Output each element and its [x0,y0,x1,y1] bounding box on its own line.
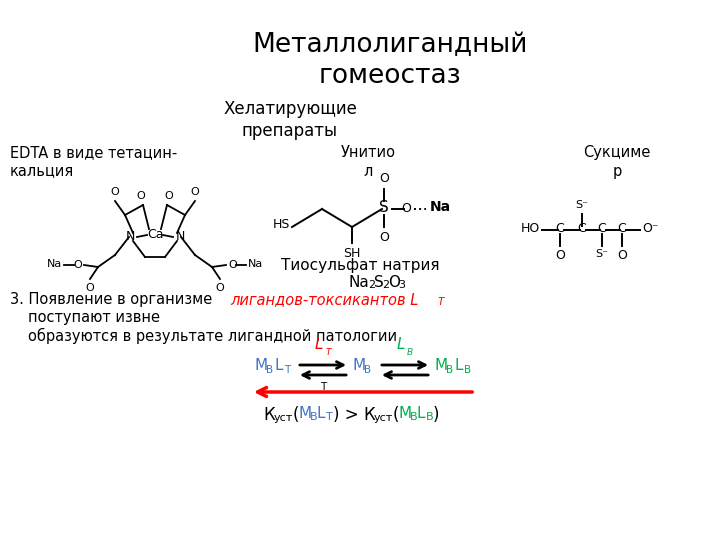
Text: M: M [435,359,448,374]
Text: Т: Т [284,365,290,375]
Text: 2: 2 [382,280,389,290]
Text: O: O [379,231,389,244]
Text: В: В [446,365,453,375]
Text: O: O [401,201,411,214]
Text: M: M [255,359,268,374]
Text: К: К [363,406,374,424]
Text: В: В [426,412,433,422]
Text: 2: 2 [368,280,375,290]
Text: Унитио
л: Унитио л [341,145,395,179]
Text: O: O [191,187,199,197]
Text: O: O [215,283,225,293]
Text: 3. Появление в организме: 3. Появление в организме [10,292,217,307]
Text: O: O [379,172,389,185]
Text: 3: 3 [398,280,405,290]
Text: O: O [73,260,82,270]
Text: C: C [577,222,586,235]
Text: N: N [125,231,135,244]
Text: N: N [175,231,185,244]
Text: O: O [165,191,174,201]
Text: (: ( [393,406,400,424]
Text: Ca: Ca [147,228,163,241]
Text: C: C [618,222,626,235]
Text: уст: уст [374,413,393,423]
Text: S: S [379,199,389,214]
Text: L: L [417,406,426,421]
Text: O: O [137,191,145,201]
Text: ) >: ) > [333,406,364,424]
Text: C: C [556,222,564,235]
Text: уст: уст [274,413,293,423]
Text: лигандов-токсикантов L: лигандов-токсикантов L [230,292,418,307]
Text: L: L [315,337,323,352]
Text: Т: Т [320,382,326,392]
Text: M: M [399,406,412,421]
Text: M: M [353,359,366,374]
Text: Хелатирующие
препараты: Хелатирующие препараты [223,100,357,140]
Text: Na: Na [430,200,451,214]
Text: T: T [325,348,330,357]
Text: Na: Na [47,259,62,269]
Text: S⁻: S⁻ [595,249,608,259]
Text: SH: SH [343,247,361,260]
Text: В: В [407,348,413,357]
Text: Na: Na [248,259,264,269]
Text: Тиосульфат натрия: Тиосульфат натрия [281,258,439,273]
Text: Na: Na [348,275,369,290]
Text: T: T [438,297,444,307]
Text: O: O [111,187,120,197]
Text: В: В [310,412,318,422]
Text: O⁻: O⁻ [642,222,659,235]
Text: Металлолигандный
гомеостаз: Металлолигандный гомеостаз [252,32,528,89]
Text: К: К [263,406,275,424]
Text: (: ( [293,406,300,424]
Text: В: В [464,365,471,375]
Text: C: C [598,222,606,235]
Text: поступают извне: поступают извне [28,310,160,325]
Text: L: L [397,337,405,352]
Text: ): ) [433,406,439,424]
Text: EDTA в виде тетацин-
кальция: EDTA в виде тетацин- кальция [10,145,177,179]
Text: В: В [410,412,418,422]
Text: HS: HS [273,219,290,232]
Text: В: В [364,365,371,375]
Text: O: O [86,283,94,293]
Text: L: L [274,359,282,374]
Text: Т: Т [326,412,333,422]
Text: L: L [317,406,325,421]
Text: В: В [266,365,273,375]
Text: L: L [454,359,462,374]
Text: O: O [228,260,237,270]
Text: O: O [617,249,627,262]
Text: S: S [374,275,384,290]
Text: Сукциме
р: Сукциме р [583,145,651,179]
Text: S⁻: S⁻ [575,200,588,210]
Text: M: M [299,406,312,421]
Text: образуются в результате лигандной патологии: образуются в результате лигандной патоло… [28,328,397,344]
Text: HO: HO [521,222,540,235]
Text: O: O [555,249,565,262]
Text: O: O [388,275,400,290]
